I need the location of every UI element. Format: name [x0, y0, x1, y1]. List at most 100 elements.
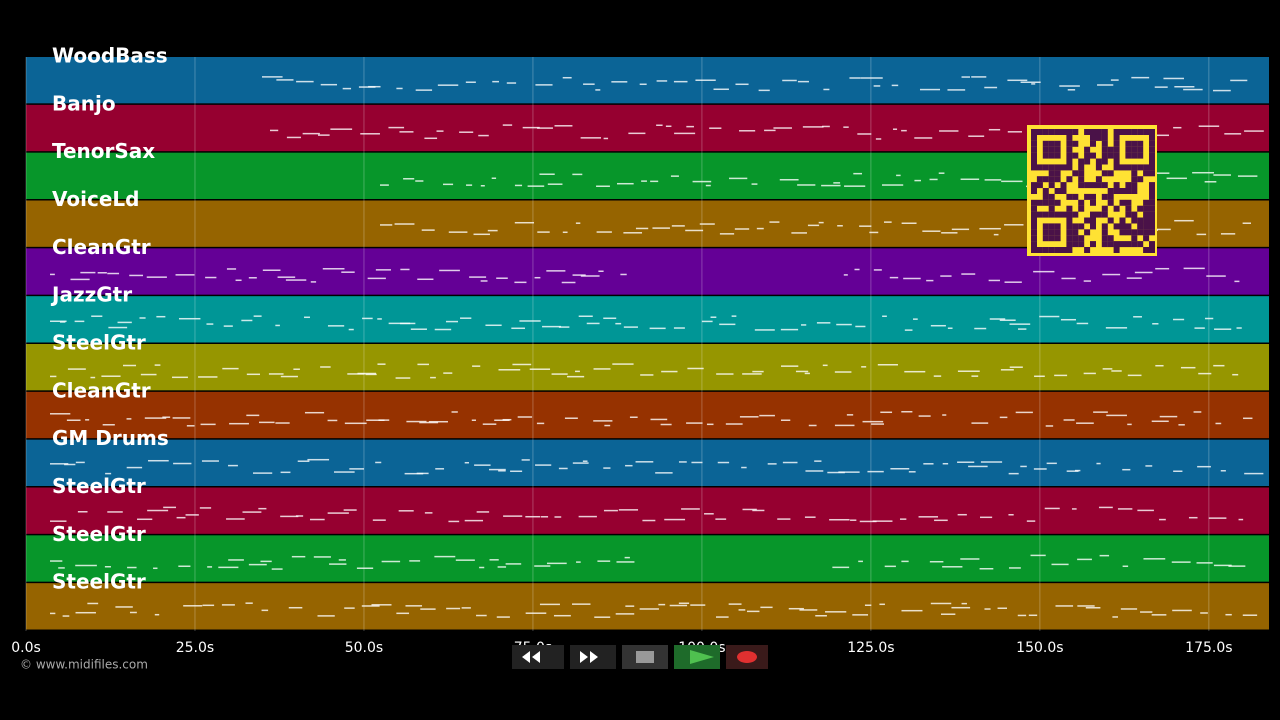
note [961, 273, 976, 275]
note [816, 322, 831, 324]
note [594, 616, 611, 618]
note [1044, 507, 1060, 510]
qr-module [1031, 217, 1037, 224]
qr-module [1101, 129, 1108, 135]
qr-module [1125, 152, 1132, 159]
note [443, 183, 454, 186]
note [406, 420, 427, 423]
note [968, 465, 988, 468]
note [603, 467, 611, 469]
time-tick-label: 175.0s [1185, 640, 1232, 656]
track-name: SteelGtr [52, 570, 146, 594]
note [310, 281, 317, 283]
note [715, 616, 729, 618]
note [398, 510, 414, 512]
note [628, 132, 646, 135]
note [218, 566, 239, 569]
qr-module [1031, 205, 1037, 212]
note [478, 134, 489, 137]
note [1126, 277, 1142, 279]
note [480, 280, 488, 282]
track-lane [26, 487, 1269, 534]
note [833, 182, 841, 184]
note [317, 615, 335, 617]
note [228, 559, 244, 561]
note [859, 225, 872, 227]
note [639, 608, 659, 610]
note [421, 229, 435, 231]
note [428, 420, 448, 423]
note [399, 131, 414, 133]
note [460, 317, 472, 319]
note [378, 419, 390, 421]
note [1147, 134, 1170, 137]
qr-module [1137, 164, 1144, 171]
qr-module [1084, 229, 1091, 236]
note [1120, 608, 1138, 610]
track-name: GM Drums [52, 426, 169, 450]
qr-module [1054, 188, 1061, 194]
note [221, 604, 235, 606]
note [489, 468, 506, 471]
qr-module [1143, 229, 1150, 236]
note [1140, 611, 1153, 613]
qr-module [1031, 164, 1037, 171]
qr-module [1107, 193, 1114, 200]
note [673, 327, 685, 329]
note [525, 612, 547, 614]
qr-module [1113, 164, 1120, 171]
qr-module [1101, 134, 1108, 141]
track-name: Banjo [52, 91, 116, 115]
note [1085, 607, 1101, 609]
note [327, 419, 338, 422]
copyright: © www.midifiles.com [20, 658, 148, 672]
note [849, 77, 861, 79]
note [461, 607, 471, 609]
note [1243, 417, 1253, 420]
note [553, 614, 571, 617]
note [788, 607, 804, 610]
qr-module [1149, 134, 1155, 141]
note [918, 516, 939, 518]
qr-module [1107, 217, 1114, 224]
note [396, 612, 410, 615]
note [261, 609, 269, 612]
note [1214, 328, 1232, 330]
note [914, 137, 933, 139]
qr-module [1031, 134, 1037, 141]
qr-module [1119, 229, 1126, 236]
qr-module [1048, 146, 1055, 153]
note [901, 222, 917, 224]
note [358, 86, 376, 88]
note [381, 560, 401, 563]
note [795, 370, 809, 373]
qr-module [1137, 146, 1144, 153]
qr-module [1119, 223, 1126, 230]
note [562, 76, 572, 79]
note [154, 364, 161, 366]
note [1224, 133, 1242, 135]
qr-module [1042, 229, 1049, 236]
note [859, 520, 877, 523]
note [554, 125, 573, 127]
qr-module [1137, 217, 1144, 224]
note [1051, 563, 1069, 566]
qr-module [1066, 193, 1073, 200]
note [1008, 514, 1014, 516]
qr-module [1119, 188, 1126, 194]
note [780, 419, 791, 421]
note [739, 130, 756, 132]
note [146, 276, 167, 278]
rewind-icon [522, 651, 540, 663]
note [690, 604, 706, 606]
note [822, 125, 830, 128]
qr-module [1072, 223, 1079, 230]
qr-module [1054, 146, 1061, 153]
note [942, 462, 949, 465]
qr-module [1090, 152, 1096, 159]
qr-module [1125, 146, 1132, 153]
note [934, 519, 948, 522]
qr-module [1066, 134, 1073, 141]
note [178, 565, 191, 568]
note [108, 326, 128, 329]
